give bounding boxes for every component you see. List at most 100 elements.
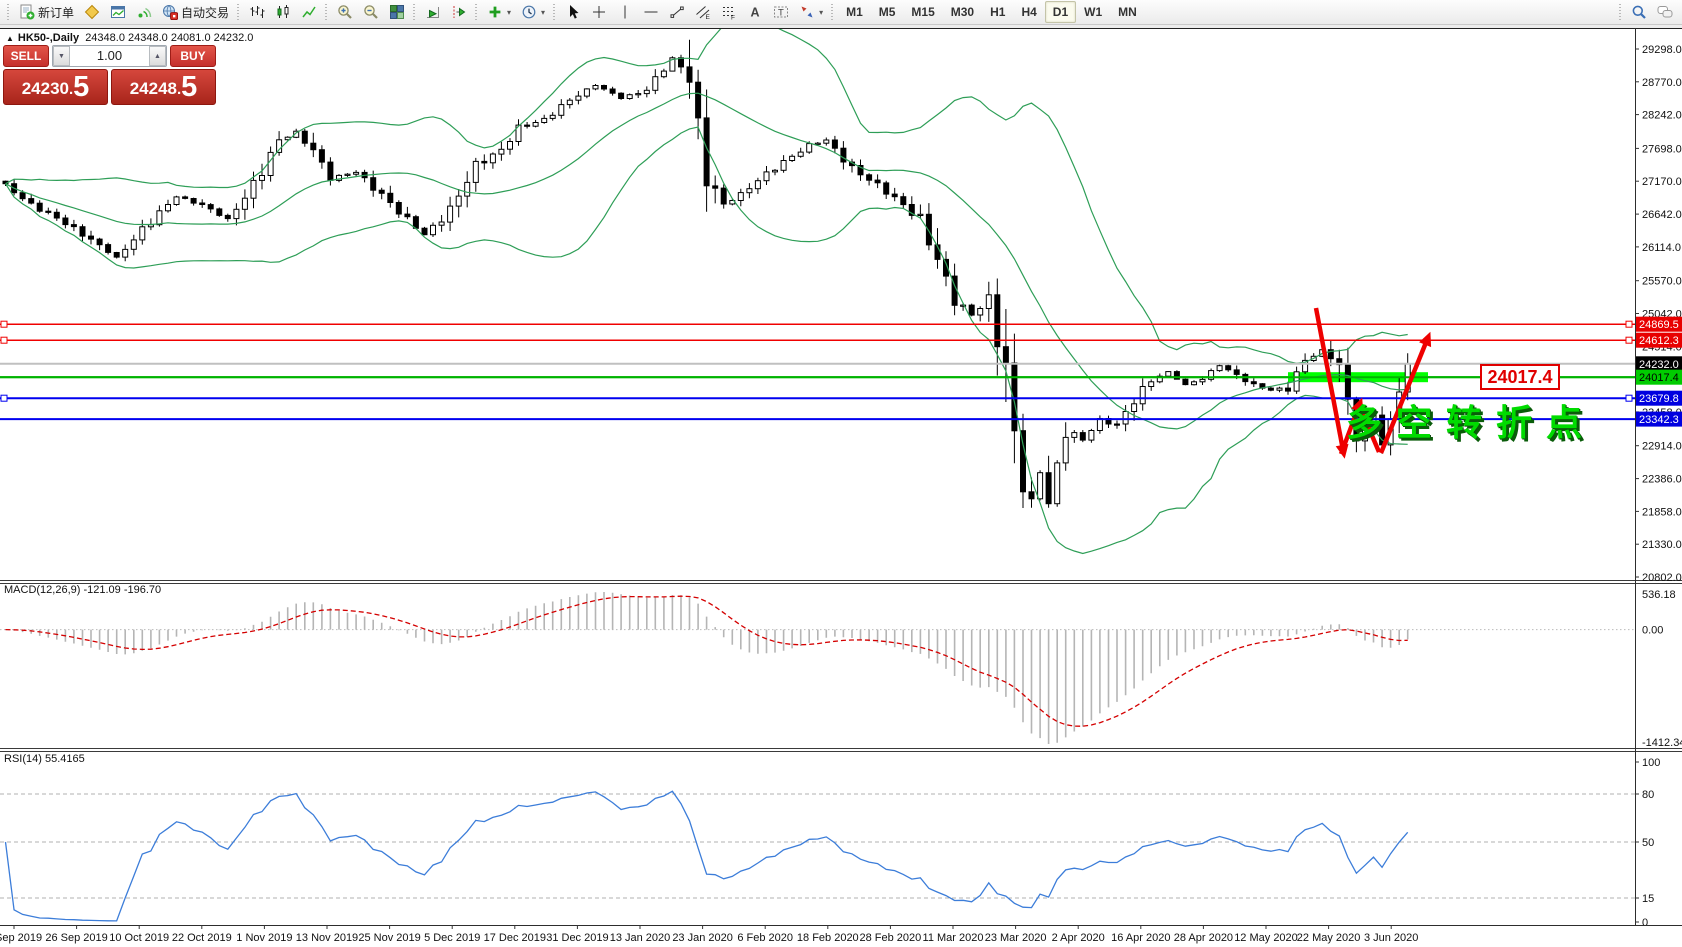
horizontal-line-button[interactable] <box>638 1 664 23</box>
sell-button[interactable]: SELL <box>3 45 49 67</box>
hline-handle[interactable] <box>0 336 8 344</box>
fibonacci-button[interactable]: F <box>716 1 742 23</box>
metaeditor-button[interactable] <box>79 1 105 23</box>
price-tick-label: 27698.0 <box>1642 143 1682 155</box>
toolbar-grip <box>236 4 242 20</box>
toolbar-group-insert: ▾ ▾ <box>472 0 550 25</box>
zoom-in-button[interactable] <box>332 1 358 23</box>
price-tick-label: 21858.0 <box>1642 506 1682 518</box>
collapse-panel-toggle[interactable]: ▲ <box>6 34 14 43</box>
timeframe-m30[interactable]: M30 <box>943 1 982 23</box>
indicators-button[interactable]: ▾ <box>482 1 516 23</box>
autotrading-button-label: 自动交易 <box>181 5 230 20</box>
buy-button[interactable]: BUY <box>170 45 216 67</box>
timeframe-h4[interactable]: H4 <box>1013 1 1044 23</box>
date-tick-label: 13 Jan 2020 <box>610 932 671 944</box>
channel-button[interactable]: E <box>690 1 716 23</box>
svg-text:24232.0: 24232.0 <box>1639 359 1679 371</box>
bollinger-lower-line <box>4 126 1408 555</box>
price-tick-label: 22386.0 <box>1642 474 1682 486</box>
dropdown-caret-icon: ▾ <box>507 7 512 17</box>
new-order-button[interactable]: 新订单 <box>14 1 79 23</box>
timeframe-mn[interactable]: MN <box>1110 1 1145 23</box>
annotation-arrows[interactable] <box>1313 307 1432 459</box>
timeframe-m15[interactable]: M15 <box>903 1 942 23</box>
date-tick-label: 6 Sep 2019 <box>0 932 42 944</box>
timeframe-d1[interactable]: D1 <box>1044 1 1077 23</box>
hline-handle[interactable] <box>0 320 8 328</box>
auto-scroll-button[interactable] <box>420 1 446 23</box>
crosshair-icon <box>591 4 607 20</box>
date-tick-label: 2 Apr 2020 <box>1052 932 1105 944</box>
macd-pane <box>0 592 1635 744</box>
vertical-line-button[interactable] <box>612 1 638 23</box>
rsi-label: RSI(14) 55.4165 <box>4 753 85 765</box>
date-tick-label: 26 Sep 2019 <box>45 932 107 944</box>
new-chart-button[interactable] <box>105 1 131 23</box>
date-tick-label: 28 Feb 2020 <box>860 932 922 944</box>
candles-icon <box>275 4 291 20</box>
channel-icon: E <box>695 4 711 21</box>
crosshair-button[interactable] <box>586 1 612 23</box>
volume-stepper: ▼ 1.00 ▲ <box>52 45 167 67</box>
signals-button[interactable] <box>131 1 157 23</box>
timeframe-h1[interactable]: H1 <box>982 1 1013 23</box>
macd-scale-top: 536.18 <box>1642 589 1676 601</box>
price-tick-label: 22914.0 <box>1642 441 1682 453</box>
sell-price-display[interactable]: 24230. 5 <box>3 69 108 105</box>
buy-price-frac: 5 <box>181 71 198 103</box>
hline-handle[interactable] <box>1625 336 1633 344</box>
line-chart-button[interactable] <box>296 1 322 23</box>
toolbar-grip <box>830 4 836 20</box>
hline-handle[interactable] <box>0 394 8 402</box>
timeframe-w1[interactable]: W1 <box>1076 1 1110 23</box>
timeframe-m5[interactable]: M5 <box>871 1 904 23</box>
fibonacci-icon: F <box>721 4 737 22</box>
editor-icon <box>84 4 100 20</box>
price-marker-24612-3 <box>1636 332 1682 348</box>
tile-windows-button[interactable] <box>384 1 410 23</box>
trendline-button[interactable] <box>664 1 690 23</box>
price-tick-label: 26114.0 <box>1642 242 1681 254</box>
timeframe-m1[interactable]: M1 <box>838 1 871 23</box>
volume-increase-button[interactable]: ▲ <box>149 46 166 66</box>
hline-handle[interactable] <box>1625 394 1633 402</box>
svg-text:T: T <box>778 8 784 19</box>
zoom-out-button[interactable] <box>358 1 384 23</box>
hline-handle[interactable] <box>1625 320 1633 328</box>
cursor-button[interactable] <box>560 1 586 23</box>
macd-scale-bottom: -1412.34 <box>1642 737 1682 749</box>
candlestick-chart-button[interactable] <box>270 1 296 23</box>
toolbar-grip <box>412 4 418 20</box>
turning-point-annotation[interactable]: 多空转折点 <box>1346 402 1597 443</box>
buy-price-display[interactable]: 24248. 5 <box>111 69 216 105</box>
toolbar-group-zoom <box>322 0 410 25</box>
volume-value[interactable]: 1.00 <box>96 48 123 63</box>
autotrading-button[interactable]: 自动交易 <box>157 1 234 23</box>
date-tick-label: 12 May 2020 <box>1234 932 1298 944</box>
bar-chart-button[interactable] <box>244 1 270 23</box>
periods-clock-icon <box>521 4 537 20</box>
price-annotation-box[interactable]: 24017.4 <box>1480 364 1560 390</box>
timeframe-m5-label: M5 <box>878 5 896 19</box>
search-button[interactable] <box>1626 1 1652 23</box>
chart-shift-button[interactable] <box>446 1 472 23</box>
rsi-scale-label: 100 <box>1642 757 1660 769</box>
periods-button[interactable]: ▾ <box>516 1 550 23</box>
macd-histogram <box>13 592 1409 744</box>
text-label-button[interactable]: T <box>768 1 794 23</box>
price-axis[interactable]: 29298.0 28770.0 28242.0 27698.0 27170.0 26642… <box>1635 28 1682 929</box>
toolbar-group-timeframes: M1 M5 M15 M30 H1 H4 D1 W1 MN <box>828 0 1145 25</box>
volume-decrease-button[interactable]: ▼ <box>53 46 70 66</box>
sell-price-main: 24230 <box>21 79 69 98</box>
text-button[interactable]: A <box>742 1 768 23</box>
macd-scale-zero: 0.00 <box>1642 625 1663 637</box>
chat-button[interactable] <box>1652 1 1678 23</box>
rsi-pane <box>0 790 1635 922</box>
date-tick-label: 13 Nov 2019 <box>296 932 358 944</box>
arrows-button[interactable]: ▾ <box>794 1 828 23</box>
price-marker-24869-5 <box>1636 316 1682 332</box>
date-tick-label: 3 Jun 2020 <box>1364 932 1418 944</box>
